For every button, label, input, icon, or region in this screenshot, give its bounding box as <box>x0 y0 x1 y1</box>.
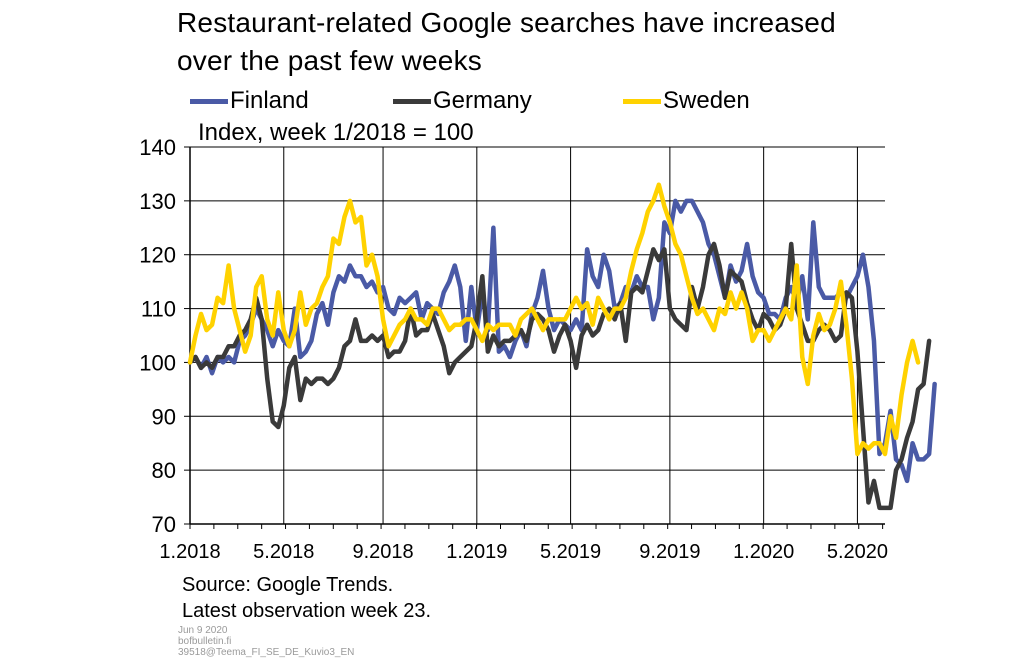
x-tick-label: 5.2018 <box>253 541 314 563</box>
x-tick-label: 1.2018 <box>159 541 220 563</box>
y-tick-label: 140 <box>139 135 176 160</box>
x-tick-label: 9.2019 <box>639 541 700 563</box>
x-tick-label: 1.2019 <box>446 541 507 563</box>
legend-label-finland: Finland <box>230 87 309 114</box>
meta-date: Jun 9 2020 <box>178 625 228 636</box>
legend-label-sweden: Sweden <box>663 87 750 114</box>
x-tick-label: 5.2020 <box>827 541 888 563</box>
meta-site: bofbulletin.fi <box>178 636 232 647</box>
y-tick-label: 100 <box>139 350 176 375</box>
series-line-sweden <box>187 182 921 457</box>
chart-title: Restaurant-related Google searches have … <box>177 4 977 80</box>
y-tick-label: 70 <box>152 512 176 537</box>
chart-title-line-1: Restaurant-related Google searches have … <box>177 7 836 38</box>
chart-title-line-2: over the past few weeks <box>177 45 482 76</box>
y-tick-label: 130 <box>139 189 176 214</box>
legend-swatch-germany <box>393 98 431 104</box>
latest-observation-note: Latest observation week 23. <box>182 600 432 622</box>
x-tick-label: 9.2018 <box>352 541 413 563</box>
x-tick-label: 5.2019 <box>540 541 601 563</box>
source-note: Source: Google Trends. <box>182 574 394 596</box>
y-tick-label: 90 <box>152 404 176 429</box>
meta-id: 39518@Teema_FI_SE_DE_Kuvio3_EN <box>178 647 355 658</box>
legend-label-germany: Germany <box>433 87 532 114</box>
y-tick-label: 110 <box>141 297 176 322</box>
y-tick-label: 80 <box>152 458 176 483</box>
series-line-germany <box>187 241 932 511</box>
legend-item-germany: Germany <box>393 86 532 116</box>
y-axis-unit-label: Index, week 1/2018 = 100 <box>198 119 474 146</box>
y-tick-label: 120 <box>139 243 176 268</box>
legend-swatch-sweden <box>623 98 661 104</box>
x-tick-label: 1.2020 <box>733 541 794 563</box>
legend-item-finland: Finland <box>190 86 309 116</box>
legend-item-sweden: Sweden <box>623 86 750 116</box>
series-line-finland <box>187 198 937 484</box>
legend-swatch-finland <box>190 98 228 104</box>
